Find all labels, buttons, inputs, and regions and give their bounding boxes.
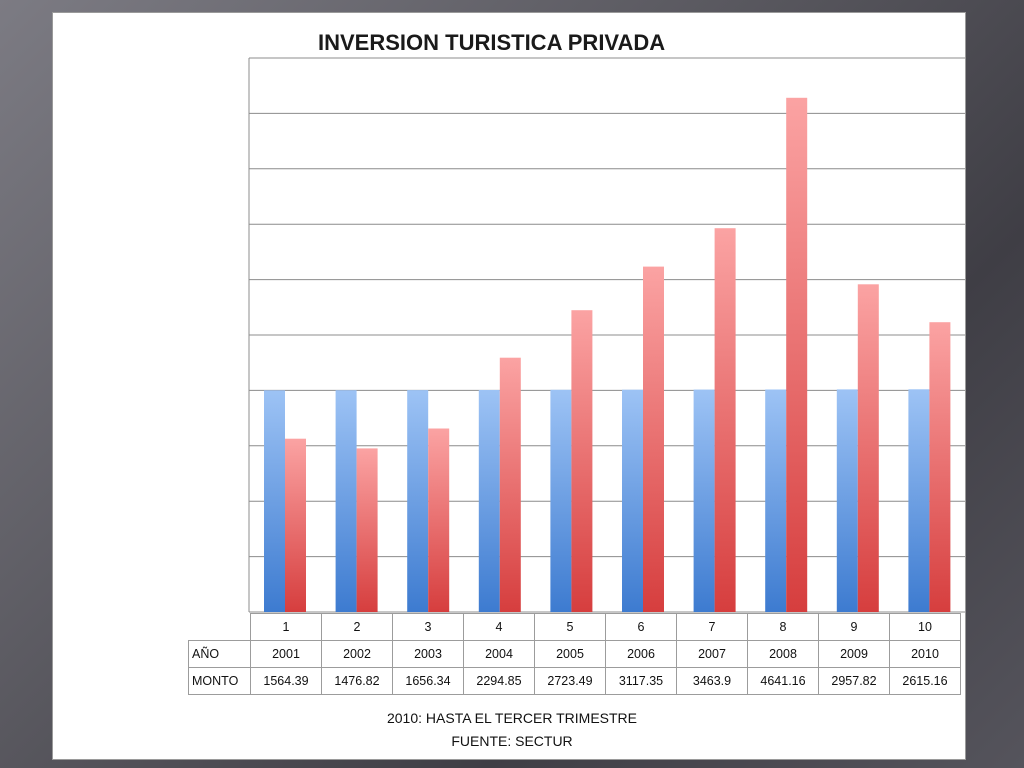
table-cell: 1476.82 xyxy=(321,667,393,695)
bar-series-1 xyxy=(264,390,285,612)
bar-series-1 xyxy=(836,389,858,612)
table-cell: 2002 xyxy=(321,640,393,668)
footer-note: 2010: HASTA EL TERCER TRIMESTRE xyxy=(386,710,637,726)
bar-series-2 xyxy=(786,97,808,613)
bar-series-1 xyxy=(622,389,643,612)
table-header-cell: 7 xyxy=(676,613,748,641)
bar-series-1 xyxy=(335,390,357,612)
table-cell: 2005 xyxy=(534,640,606,668)
table-cell: 1564.39 xyxy=(250,667,322,695)
bar-series-2 xyxy=(929,322,951,612)
table-header-cell: 10 xyxy=(889,613,961,641)
bar-series-2 xyxy=(356,448,378,612)
bar-series-1 xyxy=(765,389,787,612)
table-cell: 2007 xyxy=(676,640,748,668)
table-cell: 2006 xyxy=(605,640,677,668)
footer-source: FUENTE: SECTUR xyxy=(451,733,573,749)
table-cell: 3117.35 xyxy=(605,667,677,695)
table-row: MONTO 1564.39 1476.82 1656.34 2294.85 2723.49… xyxy=(188,667,961,695)
table-cell: 2004 xyxy=(463,640,535,668)
table-header-cell: 6 xyxy=(605,613,677,641)
bar-series-2 xyxy=(428,428,450,612)
bar-series-2 xyxy=(571,310,593,612)
table-cell: 4641.16 xyxy=(747,667,819,695)
table-cell: 2957.82 xyxy=(818,667,890,695)
bars xyxy=(264,97,951,613)
table-header-row: 1 2 3 4 5 6 7 8 9 10 xyxy=(188,613,961,641)
table-header-cell: 4 xyxy=(463,613,535,641)
bar-series-1 xyxy=(407,390,429,612)
table-cell: 1656.34 xyxy=(392,667,464,695)
table-cell: 2003 xyxy=(392,640,464,668)
table-cell: 3463.9 xyxy=(676,667,748,695)
table-row-label: MONTO xyxy=(188,667,251,695)
table-cell: 2615.16 xyxy=(889,667,961,695)
data-table: 1 2 3 4 5 6 7 8 9 10 AÑO 2001 2002 2003 2004 2005 2006 20… xyxy=(188,613,961,695)
table-cell: 2294.85 xyxy=(463,667,535,695)
bar-series-2 xyxy=(285,438,306,612)
bar-series-2 xyxy=(714,228,736,612)
table-header-cell: 5 xyxy=(534,613,606,641)
table-cell: 2001 xyxy=(250,640,322,668)
bar-series-1 xyxy=(693,389,715,612)
bar-series-2 xyxy=(499,357,521,612)
bar-series-1 xyxy=(908,389,930,612)
bar-series-1 xyxy=(478,390,500,612)
table-row-label: AÑO xyxy=(188,640,251,668)
table-header-cell: 1 xyxy=(250,613,322,641)
bar-series-1 xyxy=(550,389,572,612)
table-header-cell: 9 xyxy=(818,613,890,641)
table-cell: 2008 xyxy=(747,640,819,668)
table-header-cell: 2 xyxy=(321,613,393,641)
table-cell: 2009 xyxy=(818,640,890,668)
bar-series-2 xyxy=(857,284,879,612)
table-cell: 2010 xyxy=(889,640,961,668)
table-cell: 2723.49 xyxy=(534,667,606,695)
table-header-cell: 8 xyxy=(747,613,819,641)
table-header-cell: 3 xyxy=(392,613,464,641)
table-row: AÑO 2001 2002 2003 2004 2005 2006 2007 2008 2009 2… xyxy=(188,640,961,668)
chart-title: INVERSION TURISTICA PRIVADA xyxy=(318,30,666,55)
table-corner xyxy=(188,613,251,641)
bar-series-2 xyxy=(643,266,664,612)
